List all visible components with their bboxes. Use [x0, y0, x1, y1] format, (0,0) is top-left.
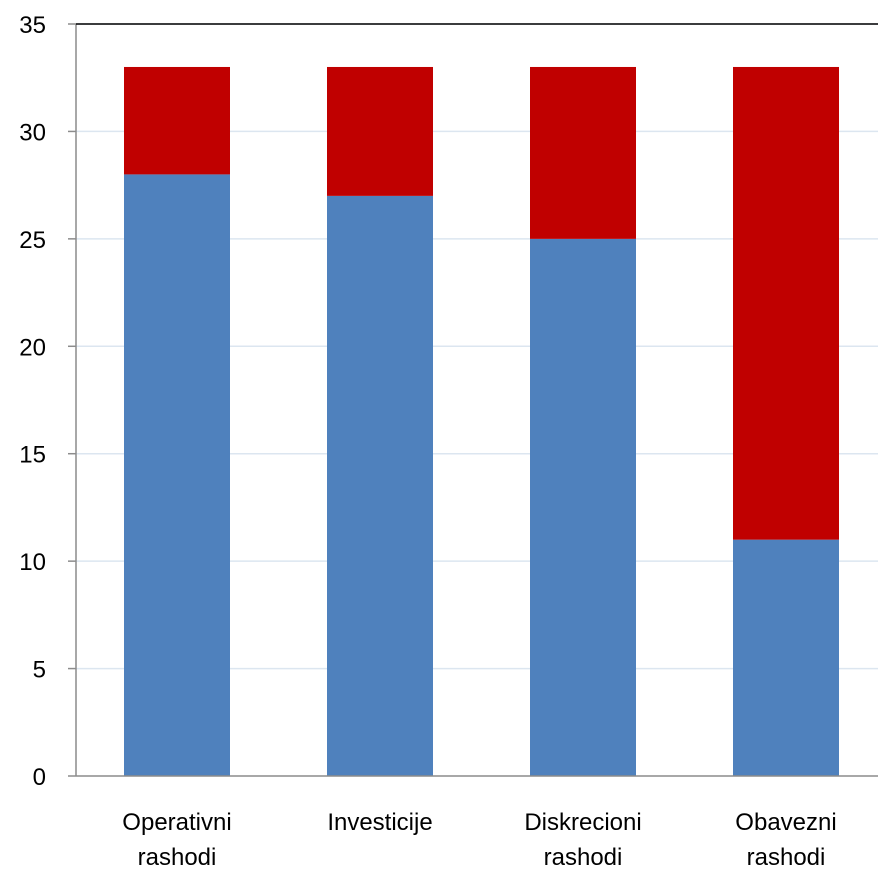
x-category-label: Obavezni — [735, 809, 836, 836]
bar-segment-series-1-cat-2 — [327, 195, 433, 776]
x-category-label: Operativni — [122, 809, 231, 836]
bar-segment-series-2-cat-1 — [124, 66, 230, 175]
x-category-label: rashodi — [544, 844, 623, 871]
y-tick-label: 30 — [19, 119, 46, 146]
y-tick-label: 15 — [19, 442, 46, 469]
bar-segment-series-1-cat-1 — [124, 174, 230, 776]
bar-segment-series-1-cat-3 — [530, 238, 636, 776]
bars — [124, 66, 839, 776]
bar-segment-series-2-cat-4 — [733, 66, 839, 540]
y-tick-label: 35 — [19, 12, 46, 39]
y-tick-labels: 0 5 10 15 20 25 30 35 — [19, 12, 46, 791]
x-category-label: Investicije — [327, 809, 432, 836]
y-tick-label: 5 — [33, 657, 46, 684]
bar-segment-series-2-cat-2 — [327, 66, 433, 196]
y-tick-label: 25 — [19, 227, 46, 254]
x-category-label: rashodi — [747, 844, 826, 871]
x-category-labels: Operativni rashodi Investicije Diskrecioni r… — [122, 809, 836, 871]
bar-segment-series-2-cat-3 — [530, 66, 636, 239]
axes — [68, 23, 878, 777]
y-tick-label: 0 — [33, 764, 46, 791]
bar-segment-series-1-cat-4 — [733, 539, 839, 776]
y-tick-label: 10 — [19, 549, 46, 576]
x-category-label: Diskrecioni — [524, 809, 641, 836]
x-category-label: rashodi — [138, 844, 217, 871]
y-tick-label: 20 — [19, 334, 46, 361]
